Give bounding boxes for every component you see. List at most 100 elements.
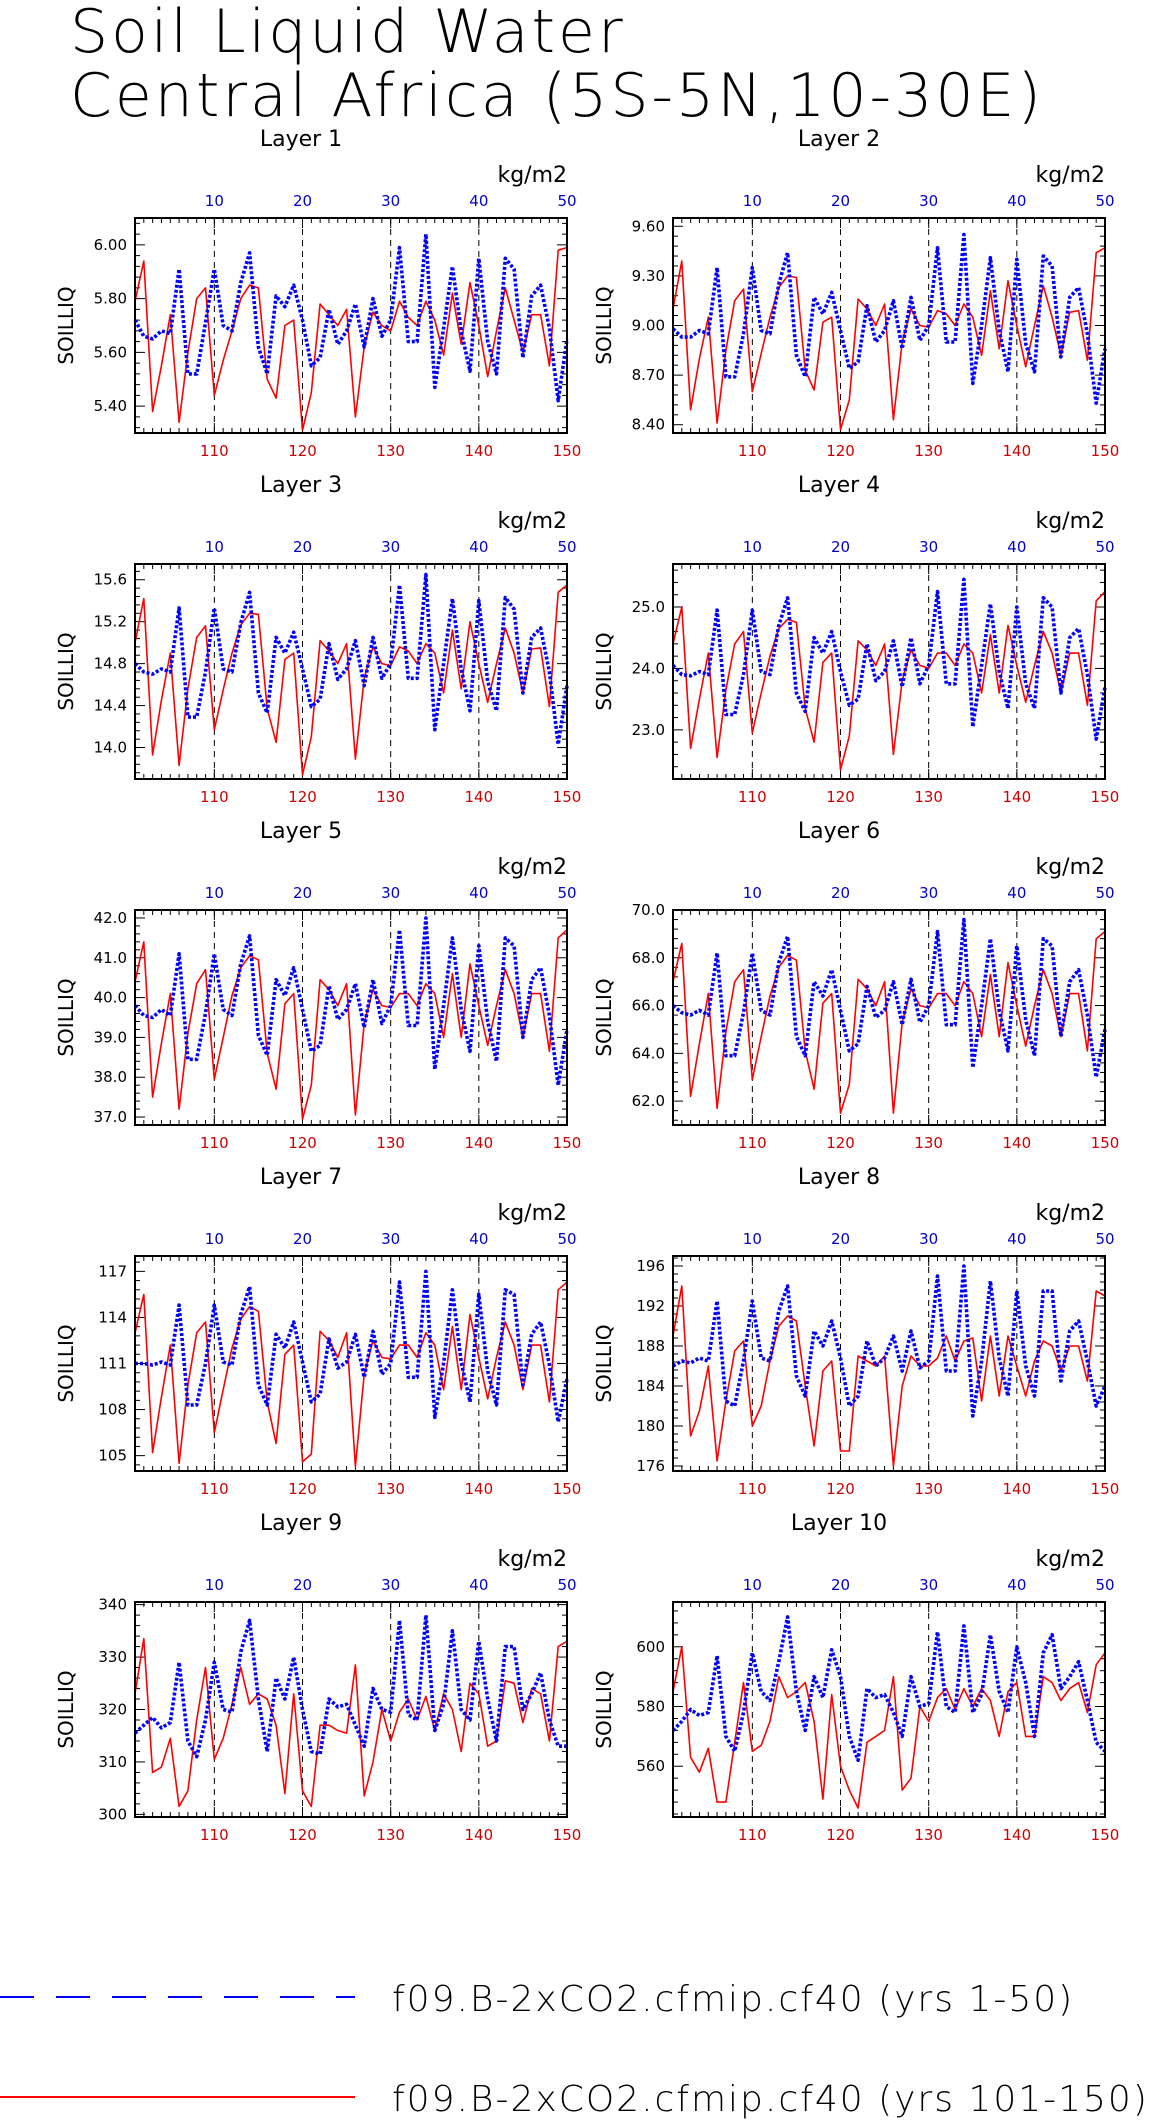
x-tick-label: 150 (1091, 788, 1120, 806)
chart-panel-10: Layer 10 kg/m2 SOILLIQ 110 120 130 140 150 10 20 3… (592, 1511, 1119, 1844)
chart-panel-3: Layer 3 kg/m2 SOILLIQ 110 120 130 140 150 10 20 30… (54, 473, 581, 806)
panel-title: Layer 3 (260, 473, 342, 498)
x-tick-label: 150 (1091, 442, 1120, 460)
y-axis-label: SOILLIQ (592, 978, 616, 1056)
x2-tick-label: 50 (1095, 884, 1114, 902)
x2-tick-label: 20 (831, 1230, 850, 1248)
x-tick-label: 120 (288, 1134, 317, 1152)
y-axis-label: SOILLIQ (592, 1670, 616, 1748)
x2-tick-label: 10 (205, 884, 224, 902)
x2-tick-label: 40 (469, 884, 488, 902)
x2-tick-label: 20 (293, 538, 312, 556)
x-tick-label: 140 (465, 1826, 494, 1844)
y-tick-label: 70.0 (632, 901, 665, 919)
x2-tick-label: 30 (381, 1230, 400, 1248)
x2-tick-label: 40 (469, 192, 488, 210)
x-tick-label: 120 (826, 788, 855, 806)
y-tick-label: 188 (636, 1337, 665, 1355)
x2-tick-label: 50 (557, 1576, 576, 1594)
units-label: kg/m2 (497, 1547, 567, 1572)
x-tick-label: 120 (826, 1134, 855, 1152)
x-tick-label: 150 (553, 1826, 582, 1844)
panel-title: Layer 8 (798, 1165, 880, 1190)
series-line-yrs-101-150 (672, 1285, 1106, 1467)
figure-title: Soil Liquid Water Central Africa (5S-5N,… (70, 0, 1150, 128)
x-tick-label: 120 (826, 1480, 855, 1498)
chart-panel-6: Layer 6 kg/m2 SOILLIQ 110 120 130 140 150 10 20 30… (592, 819, 1119, 1152)
panel-title: Layer 5 (260, 819, 342, 844)
x-tick-label: 130 (376, 1826, 405, 1844)
y-tick-label: 14.0 (94, 739, 127, 757)
x2-tick-label: 30 (381, 538, 400, 556)
series-line-yrs-1-50 (135, 1269, 569, 1424)
x2-tick-label: 30 (381, 1576, 400, 1594)
plot-frame (134, 1255, 568, 1472)
y-tick-label: 340 (98, 1596, 127, 1614)
series-line-yrs-101-150 (134, 1281, 568, 1468)
series-line-yrs-1-50 (671, 577, 1107, 741)
y-tick-label: 15.6 (94, 571, 127, 589)
x2-tick-label: 20 (293, 1230, 312, 1248)
y-tick-label: 330 (98, 1648, 127, 1666)
y-tick-label: 62.0 (632, 1092, 665, 1110)
y-tick-label: 5.80 (94, 290, 127, 308)
x2-tick-label: 30 (919, 1230, 938, 1248)
y-tick-label: 15.2 (94, 613, 127, 631)
series-line-yrs-1-50 (671, 232, 1107, 406)
x2-tick-label: 20 (831, 538, 850, 556)
x-tick-label: 110 (738, 788, 767, 806)
x-tick-label: 110 (200, 442, 229, 460)
x2-tick-label: 30 (381, 192, 400, 210)
y-tick-label: 39.0 (94, 1028, 127, 1046)
units-label: kg/m2 (1035, 1201, 1105, 1226)
plot-frame (672, 909, 1106, 1126)
y-tick-label: 24.0 (632, 659, 665, 677)
y-tick-label: 23.0 (632, 721, 665, 739)
x2-tick-label: 40 (1007, 884, 1026, 902)
panel-title: Layer 6 (798, 819, 880, 844)
x-tick-label: 140 (1003, 442, 1032, 460)
y-axis-label: SOILLIQ (592, 286, 616, 364)
x-tick-label: 150 (1091, 1826, 1120, 1844)
series-line-yrs-1-50 (671, 1615, 1107, 1763)
y-tick-label: 108 (98, 1401, 127, 1419)
chart-panel-4: Layer 4 kg/m2 SOILLIQ 110 120 130 140 150 10 20 30… (592, 473, 1119, 806)
x-tick-label: 120 (288, 442, 317, 460)
panel-title: Layer 10 (791, 1511, 887, 1536)
series-line-yrs-1-50 (133, 1613, 567, 1759)
x2-tick-label: 10 (205, 1230, 224, 1248)
series-line-yrs-101-150 (134, 246, 568, 432)
x-tick-label: 140 (1003, 1480, 1032, 1498)
y-tick-label: 600 (636, 1638, 665, 1656)
x2-tick-label: 20 (831, 192, 850, 210)
legend-label-series2: f09.B-2xCO2.cfmip.cf40 (yrs 101-150) (392, 2079, 1149, 2120)
series-line-yrs-101-150 (672, 591, 1106, 771)
x-tick-label: 120 (826, 1826, 855, 1844)
x-tick-label: 140 (1003, 1134, 1032, 1152)
units-label: kg/m2 (497, 855, 567, 880)
x-tick-label: 110 (738, 442, 767, 460)
plot-frame (672, 563, 1106, 780)
y-tick-label: 42.0 (94, 909, 127, 927)
y-tick-label: 40.0 (94, 989, 127, 1007)
x-tick-label: 130 (914, 1826, 943, 1844)
y-tick-label: 38.0 (94, 1068, 127, 1086)
x-tick-label: 120 (288, 1480, 317, 1498)
y-tick-label: 320 (98, 1701, 127, 1719)
y-tick-label: 9.00 (632, 317, 665, 335)
x-tick-label: 110 (738, 1826, 767, 1844)
y-axis-label: SOILLIQ (592, 632, 616, 710)
y-tick-label: 5.40 (94, 397, 127, 415)
y-axis-label: SOILLIQ (54, 978, 78, 1056)
x-tick-label: 110 (738, 1480, 767, 1498)
x2-tick-label: 50 (557, 1230, 576, 1248)
x-tick-label: 110 (200, 788, 229, 806)
x-tick-label: 140 (465, 1480, 494, 1498)
x-tick-label: 130 (914, 442, 943, 460)
x2-tick-label: 30 (381, 884, 400, 902)
y-tick-label: 66.0 (632, 997, 665, 1015)
x2-tick-label: 40 (1007, 1576, 1026, 1594)
x2-tick-label: 30 (919, 538, 938, 556)
legend: f09.B-2xCO2.cfmip.cf40 (yrs 1-50) f09.B-… (0, 1979, 1149, 2120)
